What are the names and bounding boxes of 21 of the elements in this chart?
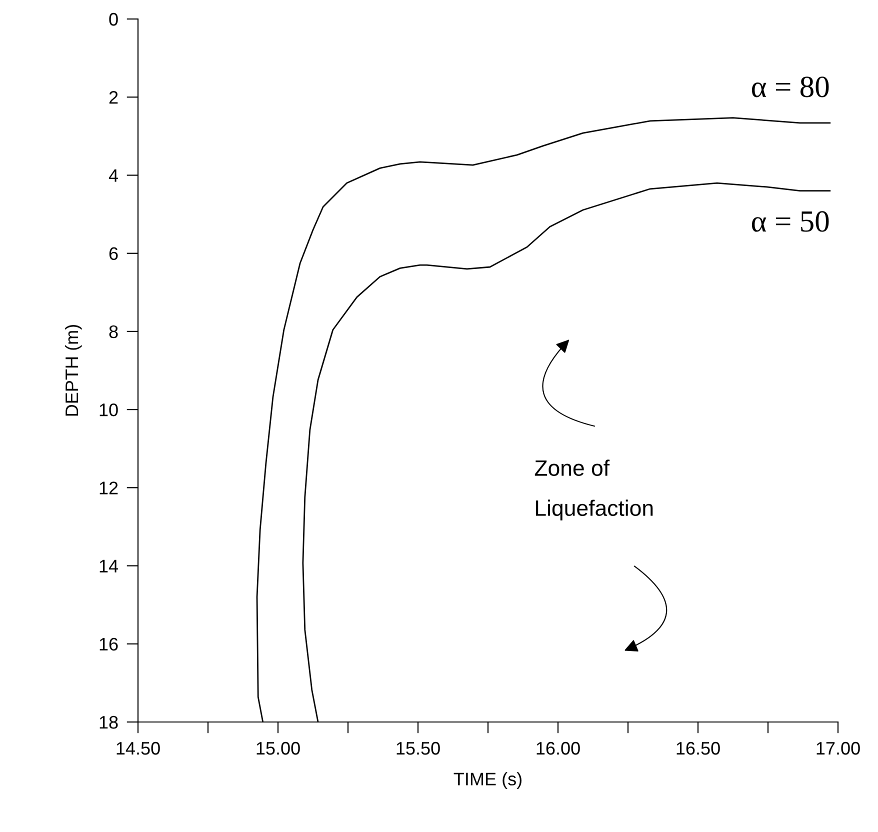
y-tick-label: 18 [100,716,118,729]
x-tick-label: 16.00 [536,742,580,755]
y-tick-label: 0 [109,12,118,26]
y-tick-label: 14 [100,560,118,572]
x-axis-title: TIME (s) [454,772,522,789]
y-axis-title: DEPTH (m) [64,324,82,416]
x-tick-label: 15.00 [256,742,300,755]
y-tick-label: 10 [100,403,118,416]
y-tick-label: 12 [100,482,118,494]
x-tick-label: 17.00 [816,742,860,755]
x-tick-label: 15.50 [396,742,440,755]
y-tick-label: 4 [108,169,118,182]
series-label: α = 80 [752,76,829,98]
y-tick-label: 6 [109,247,118,260]
y-tick-label: 16 [100,638,118,651]
annotation: Zone of Liquefaction [534,460,653,520]
x-tick-label: 16.50 [676,742,720,755]
x-tick-label: 14.50 [116,742,160,755]
y-tick-label: 8 [109,325,118,338]
series-label: α = 50 [752,211,829,232]
y-tick-label: 2 [109,91,118,104]
